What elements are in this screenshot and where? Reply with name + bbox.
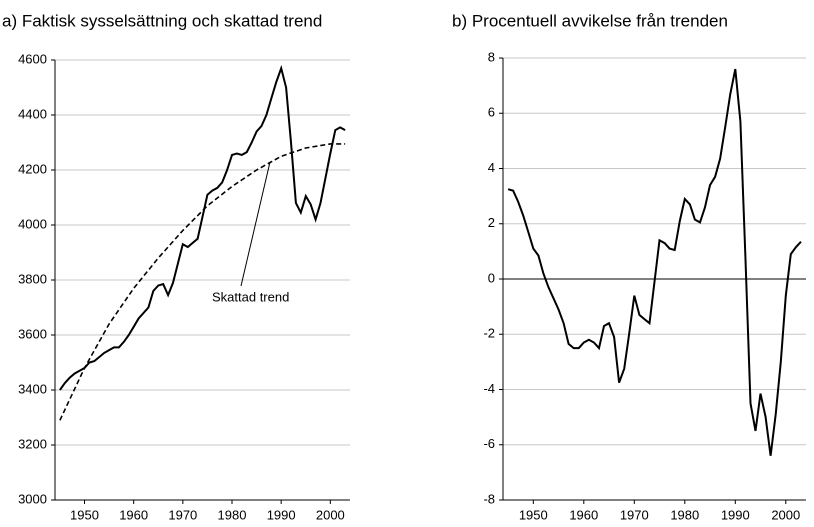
y-tick-label: 3400 [18,381,47,396]
x-tick-label: 1970 [620,507,649,522]
x-tick-label: 1960 [119,507,148,522]
x-tick-label: 1970 [168,507,197,522]
series-line [59,64,346,391]
x-tick-label: 1960 [569,507,598,522]
y-tick-label: 3000 [18,491,47,506]
series-line [59,143,346,421]
x-tick-label: 1950 [519,507,548,522]
x-tick-label: 1990 [721,507,750,522]
y-tick-label: 4600 [18,51,47,66]
x-tick-label: 1990 [267,507,296,522]
annotation-leader [240,161,271,287]
y-tick-label: 3600 [18,326,47,341]
y-tick-label: -2 [483,326,495,341]
y-tick-label: 4400 [18,106,47,121]
y-tick-label: -8 [483,491,495,506]
y-tick-label: 6 [488,105,495,120]
x-tick-label: 1950 [70,507,99,522]
y-tick-label: 8 [488,49,495,64]
x-tick-label: 1980 [218,507,247,522]
y-tick-label: 3200 [18,436,47,451]
y-tick-label: 4000 [18,216,47,231]
series-line [507,68,802,456]
y-tick-label: -6 [483,436,495,451]
x-tick-label: 1980 [670,507,699,522]
y-tick-label: 2 [488,215,495,230]
chart-title: b) Procentuell avvikelse från trenden [452,11,728,30]
annotation: Skattad trend [212,289,289,304]
y-tick-label: -4 [483,381,495,396]
x-tick-label: 2000 [771,507,800,522]
y-tick-label: 4200 [18,161,47,176]
x-tick-label: 2000 [316,507,345,522]
chart-title: a) Faktisk sysselsättning och skattad tr… [2,11,322,30]
y-tick-label: 3800 [18,271,47,286]
y-tick-label: 4 [488,160,495,175]
y-tick-label: 0 [488,270,495,285]
